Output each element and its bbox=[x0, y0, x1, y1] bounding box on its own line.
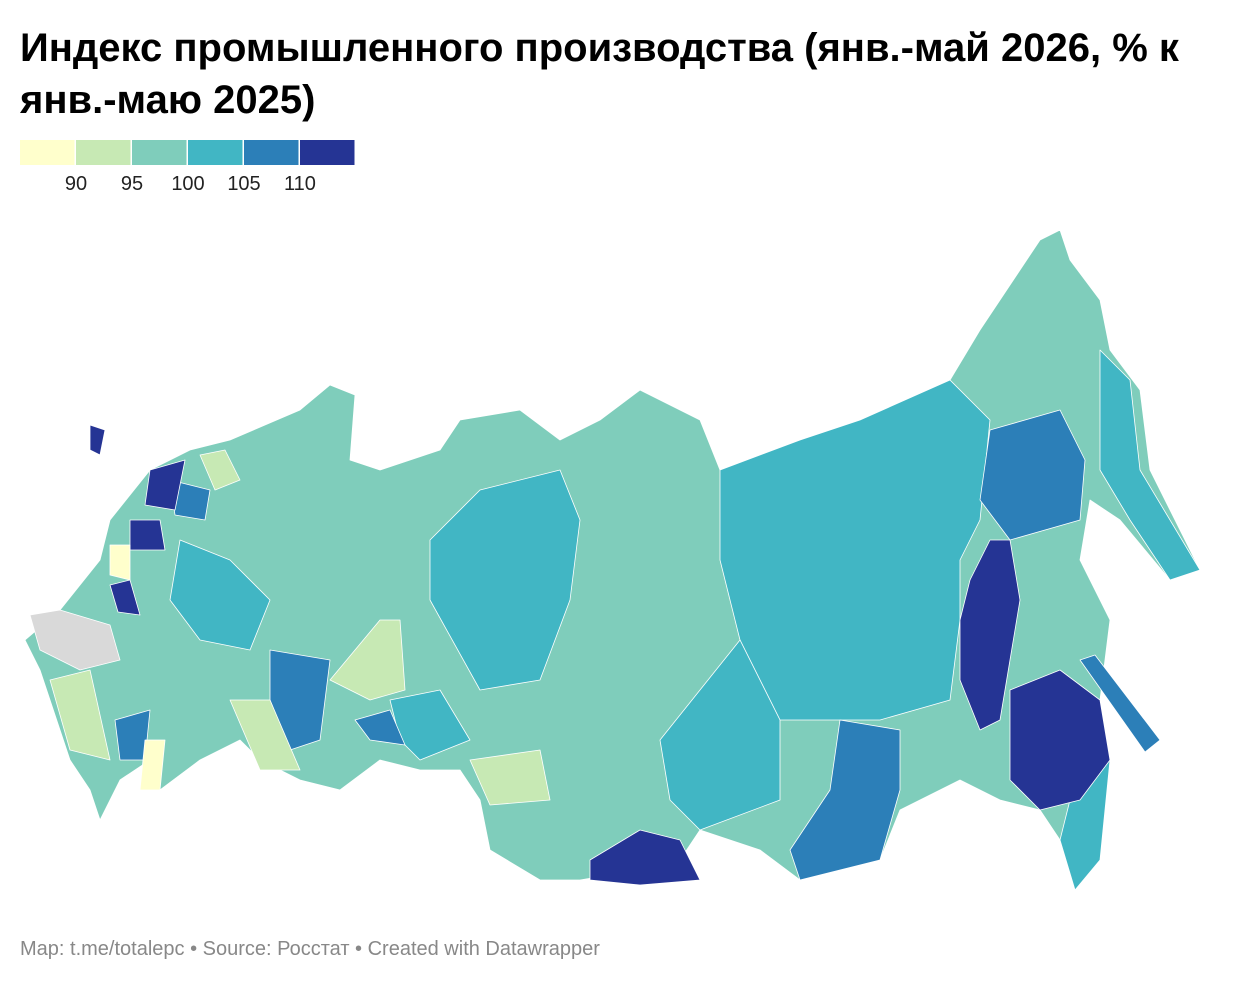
map-regions bbox=[24, 229, 1201, 891]
region bbox=[429, 469, 581, 691]
region bbox=[959, 539, 1021, 731]
legend-tick-label: 90 bbox=[65, 173, 87, 195]
legend-swatch bbox=[20, 140, 75, 165]
legend-tick-label: 95 bbox=[121, 173, 143, 195]
legend: 90 95 100 105 110 bbox=[20, 140, 355, 195]
region bbox=[109, 579, 141, 616]
region bbox=[129, 519, 166, 551]
legend-swatch bbox=[76, 140, 131, 165]
legend-swatch bbox=[244, 140, 299, 165]
legend-swatch bbox=[132, 140, 187, 165]
legend-swatch bbox=[300, 140, 355, 165]
region bbox=[1099, 349, 1201, 581]
region bbox=[979, 409, 1086, 541]
region bbox=[589, 829, 701, 886]
region bbox=[199, 449, 241, 491]
region bbox=[89, 424, 106, 456]
region bbox=[329, 619, 406, 701]
region bbox=[719, 379, 991, 721]
region bbox=[354, 709, 406, 746]
region bbox=[1079, 654, 1161, 753]
region bbox=[49, 669, 111, 761]
region bbox=[229, 699, 301, 771]
region bbox=[1009, 669, 1111, 811]
legend-tick-label: 105 bbox=[227, 173, 260, 195]
region bbox=[169, 539, 271, 651]
footer: Map: t.me/totalepc • Source: Росстат • C… bbox=[20, 938, 600, 960]
legend-tick-label: 100 bbox=[171, 173, 204, 195]
region-no-data bbox=[29, 609, 121, 671]
region bbox=[139, 739, 166, 791]
legend-swatch bbox=[188, 140, 243, 165]
region bbox=[269, 649, 331, 751]
region bbox=[659, 639, 781, 831]
region bbox=[109, 544, 131, 581]
map-title: Индекс промышленного производства (янв.-… bbox=[20, 26, 1179, 122]
region bbox=[144, 459, 186, 511]
legend-tick-label: 110 bbox=[284, 173, 316, 195]
map bbox=[24, 229, 1201, 891]
region bbox=[469, 749, 551, 806]
region bbox=[789, 719, 901, 881]
